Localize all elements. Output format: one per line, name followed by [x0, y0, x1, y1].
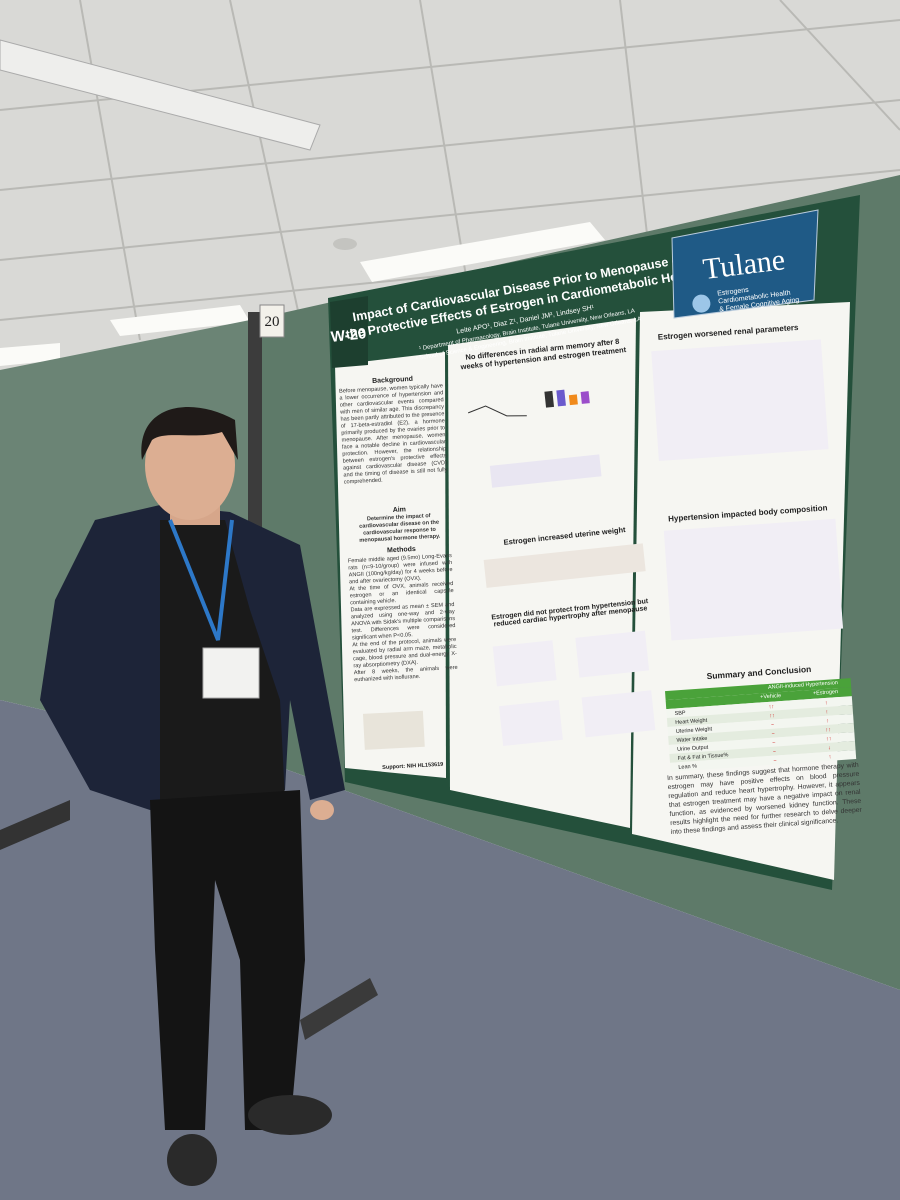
chart-thumbnail	[544, 389, 590, 408]
chart-thumbnail	[492, 630, 656, 747]
section-heading: Methods	[387, 546, 416, 555]
chart-thumbnail	[651, 339, 829, 461]
table-cell: ↑	[825, 700, 828, 706]
paragraph: In summary, these findings suggest that …	[666, 761, 863, 837]
section-heading: Background	[372, 376, 413, 385]
table-row-label: Heart Weight	[675, 718, 708, 726]
table-cell: ~	[772, 740, 776, 746]
table-body: SBP↑↑↑Heart Weight↑↑↑Uterine Weight~↑Wat…	[666, 696, 857, 772]
ceiling-light	[110, 305, 250, 336]
ceiling-light	[0, 343, 60, 366]
shoe	[167, 1134, 217, 1186]
stand-foot	[300, 978, 378, 1040]
logo-icon	[692, 294, 711, 313]
methods-figure	[362, 710, 425, 750]
table-row	[666, 705, 854, 728]
right-column: Estrogen worsened renal parameters Hyper…	[651, 323, 863, 837]
sign-plate	[259, 304, 285, 338]
table-row	[669, 740, 856, 763]
table-cell: ~	[771, 722, 775, 728]
table-row-label: SBP	[674, 710, 686, 717]
chart-thumbnail	[483, 543, 646, 588]
logo-box	[671, 209, 819, 319]
table-row-label: Lean %	[678, 764, 697, 771]
paragraph: Female middle aged (9.5mo) Long-Evans ra…	[348, 553, 458, 684]
aim-text: Determine the impact of cardiovascular d…	[359, 513, 441, 544]
ceiling-light	[360, 222, 605, 282]
table-cell: ~	[773, 749, 777, 755]
table-header-bar	[665, 678, 852, 701]
face	[145, 410, 235, 520]
table-cell: ↑↑	[768, 704, 774, 710]
sign-number: 20	[265, 314, 280, 330]
table-column: +Estrogen	[813, 689, 839, 697]
table-cell: ↑	[828, 754, 831, 760]
table-column: +Vehicle	[760, 693, 781, 700]
paragraph: Before menopause, women typically have a…	[338, 383, 448, 486]
section-heading: Aim	[393, 506, 407, 514]
table-header-bar	[665, 687, 852, 710]
chart-thumbnail	[489, 454, 602, 488]
table-cell: ↑↑	[825, 727, 831, 733]
hand	[310, 800, 334, 820]
table-row-label: Water Intake	[676, 736, 707, 744]
ceiling-sensor	[333, 238, 357, 250]
shoe	[248, 1095, 332, 1135]
conclusion-text: In summary, these findings suggest that …	[666, 761, 863, 837]
chart-thumbnail	[467, 405, 527, 417]
table-cell: ↑↑	[826, 736, 832, 742]
poster-number-box	[330, 296, 368, 368]
left-column: Background Before menopause, women typic…	[338, 376, 458, 771]
table-header: ANGII-induced Hypertension	[768, 680, 838, 691]
table-row	[668, 723, 855, 745]
table-cell: ↑	[826, 718, 829, 724]
table-row-label: Uterine Weight	[676, 726, 713, 735]
table-cell: ↑↑	[769, 713, 775, 719]
person	[40, 407, 345, 1186]
name-badge	[202, 647, 260, 699]
chart-thumbnail	[663, 518, 844, 641]
table-row-label: Urine Output	[677, 745, 709, 753]
poster-column	[335, 352, 446, 778]
stand-foot	[0, 800, 70, 850]
table-cell: ↓	[828, 745, 831, 751]
trousers	[150, 790, 305, 1130]
methods-list: Female middle aged (9.5mo) Long-Evans ra…	[348, 553, 458, 684]
table-row	[666, 696, 853, 719]
lanyard	[168, 519, 234, 641]
table-cell: ↑	[825, 709, 828, 715]
poster-number: W-20	[330, 325, 367, 346]
middle-column: No differences in radial arm memory afte…	[460, 337, 656, 747]
table-row	[668, 732, 855, 754]
table-row	[667, 714, 854, 737]
ceiling-fixture	[0, 39, 321, 151]
table-cell: ~	[773, 758, 777, 764]
table-cell: ~	[771, 731, 775, 737]
paragraph: Determine the impact of cardiovascular d…	[359, 513, 441, 544]
background-text: Before menopause, women typically have a…	[338, 383, 448, 486]
table-row	[670, 749, 857, 772]
logo-tagline: Estrogens	[717, 287, 750, 298]
methods-item: Data are expressed as mean ± SEM and ana…	[350, 601, 456, 642]
support: Support: NIH HL153619	[382, 762, 443, 771]
hair	[141, 407, 238, 460]
table-row-label: Fat & Fat in Tissue%	[678, 752, 729, 762]
